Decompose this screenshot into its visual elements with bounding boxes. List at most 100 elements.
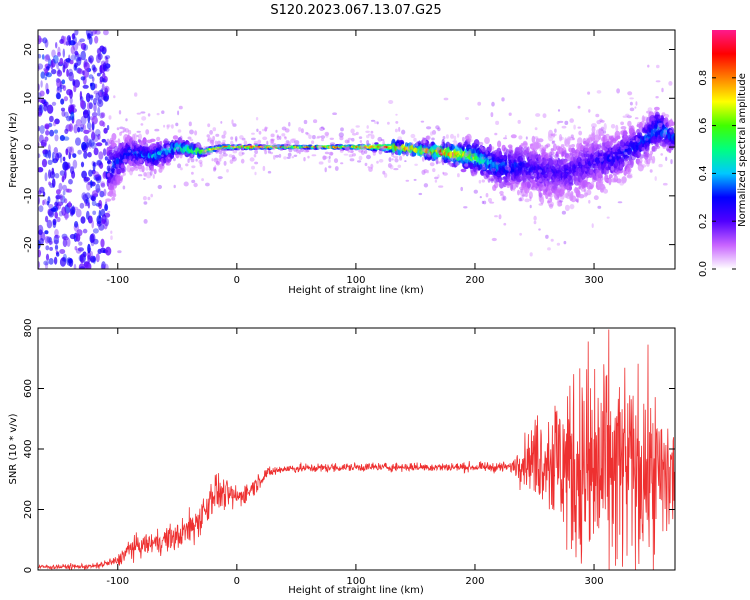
spectrogram-cell-3507 (340, 127, 344, 132)
spectrogram-cell-490 (56, 61, 60, 70)
spectrogram-cell-132 (79, 127, 84, 132)
spectrogram-cell-3800 (462, 136, 465, 142)
spectrogram-cell-3884 (603, 130, 607, 134)
spectrogram-cell-729 (137, 164, 143, 170)
spectrogram-cell-602 (117, 138, 121, 145)
spectrogram-cell-3803 (589, 169, 593, 174)
spectrogram-cell-360 (100, 112, 106, 118)
spectrogram-cell-2529 (570, 195, 577, 203)
spectrogram-cell-3699 (522, 193, 526, 197)
spectrogram-cell-3625 (324, 151, 329, 155)
spectrogram-cell-3671 (573, 153, 577, 157)
spectrogram-cell-184 (56, 78, 62, 88)
figure-title: S120.2023.067.13.07.G25 (270, 3, 441, 18)
spectrogram-y-tick-label: -20 (23, 236, 34, 252)
spectrogram-cell-3843 (199, 162, 203, 168)
spectrogram-cell-233 (56, 252, 60, 257)
spectrogram-cell-3364 (394, 128, 398, 133)
spectrogram-cell-3371 (612, 178, 616, 183)
spectrogram-cell-3304 (529, 204, 532, 209)
spectrogram-cell-3595 (561, 210, 567, 215)
spectrogram-cell-345 (104, 203, 109, 212)
spectrogram-cell-473 (76, 229, 83, 237)
spectrogram-cell-3890 (561, 125, 567, 129)
spectrogram-cell-3291 (313, 119, 318, 124)
spectrogram-cell-3545 (312, 135, 316, 140)
spectrogram-cell-397 (62, 61, 68, 70)
colorbar-tick-label: 0.0 (698, 261, 709, 277)
spectrogram-cell-3871 (193, 182, 198, 188)
spectrogram-cell-2514 (568, 177, 574, 185)
spectrogram-cell-1706 (447, 160, 451, 164)
spectrogram-cell-3286 (157, 184, 162, 190)
spectrogram-cell-515 (91, 130, 95, 140)
spectrogram-cell-147 (74, 50, 79, 56)
spectrogram-cell-3846 (410, 133, 416, 139)
spectrogram-cell-3439 (294, 144, 297, 147)
spectrogram-cell-509 (91, 116, 98, 125)
spectrogram-cell-23 (44, 236, 50, 244)
spectrogram-cell-3771 (660, 122, 664, 126)
spectrogram-cell-3688 (598, 180, 604, 184)
spectrogram-cell-3677 (161, 154, 164, 157)
spectrogram-cell-3838 (140, 111, 146, 114)
spectrogram-cell-2943 (621, 176, 627, 183)
spectrogram-cell-409 (87, 202, 91, 209)
spectrogram-cell-3861 (147, 113, 151, 117)
spectrogram-cell-251 (59, 249, 66, 254)
spectrogram-cell-3506 (426, 149, 430, 153)
spectrogram-cell-3796 (110, 235, 113, 240)
spectrogram-cell-313 (93, 134, 99, 142)
spectrogram-cell-3537 (265, 126, 269, 130)
spectrogram-cell-273 (47, 159, 53, 165)
spectrogram-cell-285 (59, 194, 64, 201)
spectrogram-cell-169 (75, 137, 81, 146)
spectrogram-cell-413 (70, 111, 75, 121)
spectrogram-cell-310 (77, 68, 83, 75)
spectrogram-cell-179 (38, 111, 43, 116)
spectrogram-cell-253 (49, 246, 53, 251)
spectrogram-cell-3591 (629, 107, 635, 112)
spectrogram-cell-298 (55, 42, 58, 49)
spectrogram-cell-3551 (549, 154, 554, 158)
spectrogram-cell-378 (82, 84, 89, 89)
spectrogram-cell-497 (88, 139, 95, 147)
spectrogram-cell-3714 (529, 252, 533, 257)
spectrogram-cell-3292 (205, 182, 210, 187)
spectrogram-cell-3909 (552, 140, 556, 143)
spectrogram-cell-316 (103, 188, 107, 197)
spectrogram-cell-3612 (662, 182, 668, 186)
spectrogram-cell-334 (103, 30, 109, 36)
spectrogram-cell-3698 (478, 179, 482, 184)
spectrogram-cell-3635 (328, 155, 331, 160)
spectrogram-cell-478 (82, 194, 89, 202)
spectrogram-cell-3761 (413, 178, 417, 181)
spectrogram-cell-3262 (334, 166, 339, 171)
spectrogram-cell-3922 (322, 127, 326, 131)
spectrogram-cell-392 (74, 52, 80, 57)
spectrogram-cell-3588 (328, 165, 332, 169)
spectrogram-cell-2742 (596, 144, 602, 150)
spectrogram-cell-3941 (595, 113, 600, 118)
spectrogram-cell-800 (149, 138, 156, 142)
spectrogram-cell-3315 (343, 153, 349, 156)
spectrogram-cell-3475 (393, 155, 399, 159)
spectrogram-cell-3579 (397, 136, 403, 141)
spectrogram-cell-3607 (371, 142, 374, 145)
spectrogram-cell-3273 (283, 143, 287, 149)
spectrogram-cell-338 (70, 206, 76, 215)
spectrogram-cell-170 (79, 266, 86, 269)
spectrogram-cell-3649 (267, 149, 271, 154)
spectrogram-cell-3270 (270, 133, 275, 138)
spectrogram-cell-3826 (230, 140, 234, 146)
spectrogram-cell-454 (43, 198, 47, 205)
spectrogram-cell-3911 (288, 142, 292, 148)
spectrogram-cell-3604 (442, 171, 445, 175)
spectrogram-cell-3842 (158, 161, 161, 167)
spectrogram-cell-379 (90, 30, 97, 36)
spectrogram-cell-3872 (553, 133, 557, 136)
spectrogram-cell-291 (96, 159, 103, 166)
spectrogram-cell-3328 (136, 130, 141, 133)
spectrogram-cell-3712 (150, 163, 154, 169)
spectrogram-cell-3285 (128, 149, 132, 153)
